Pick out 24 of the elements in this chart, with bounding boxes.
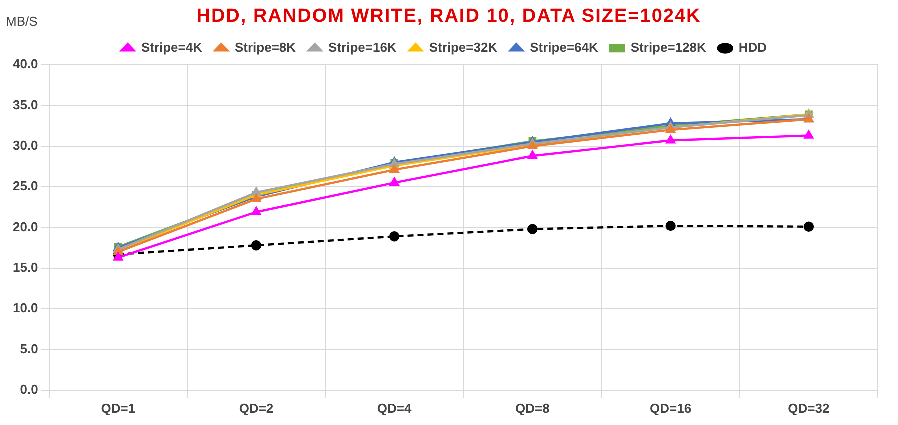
y-tick-label: 20.0 <box>12 219 38 234</box>
x-tick-label: QD=32 <box>788 400 830 416</box>
y-tick-label: 25.0 <box>12 178 38 194</box>
x-tick-label: QD=8 <box>516 400 550 416</box>
legend-label: HDD <box>738 40 768 56</box>
y-tick-label: 35.0 <box>12 97 38 112</box>
y-tick-label: 5.0 <box>20 341 38 356</box>
x-tick-label: QD=1 <box>101 400 136 416</box>
x-tick-label: QD=2 <box>239 400 274 416</box>
legend-label: Stripe=4K <box>141 40 204 56</box>
y-tick-label: 15.0 <box>12 260 38 275</box>
legend-label: Stripe=16K <box>328 40 398 56</box>
legend-label: Stripe=64K <box>530 40 599 56</box>
x-tick-label: QD=16 <box>650 400 692 416</box>
y-tick-label: 40.0 <box>12 56 38 72</box>
x-tick-label: QD=4 <box>377 400 413 416</box>
legend-label: Stripe=128K <box>630 40 708 56</box>
y-tick-label: 30.0 <box>12 138 38 153</box>
legend-label: Stripe=8K <box>234 40 297 56</box>
y-axis-title: MB/S <box>6 14 38 29</box>
y-tick-label: 10.0 <box>12 300 38 316</box>
chart-title: HDD, RANDOM WRITE, RAID 10, DATA SIZE=1024K <box>196 6 702 27</box>
legend-label: Stripe=32K <box>429 40 498 56</box>
y-tick-label: 0.0 <box>20 382 38 397</box>
